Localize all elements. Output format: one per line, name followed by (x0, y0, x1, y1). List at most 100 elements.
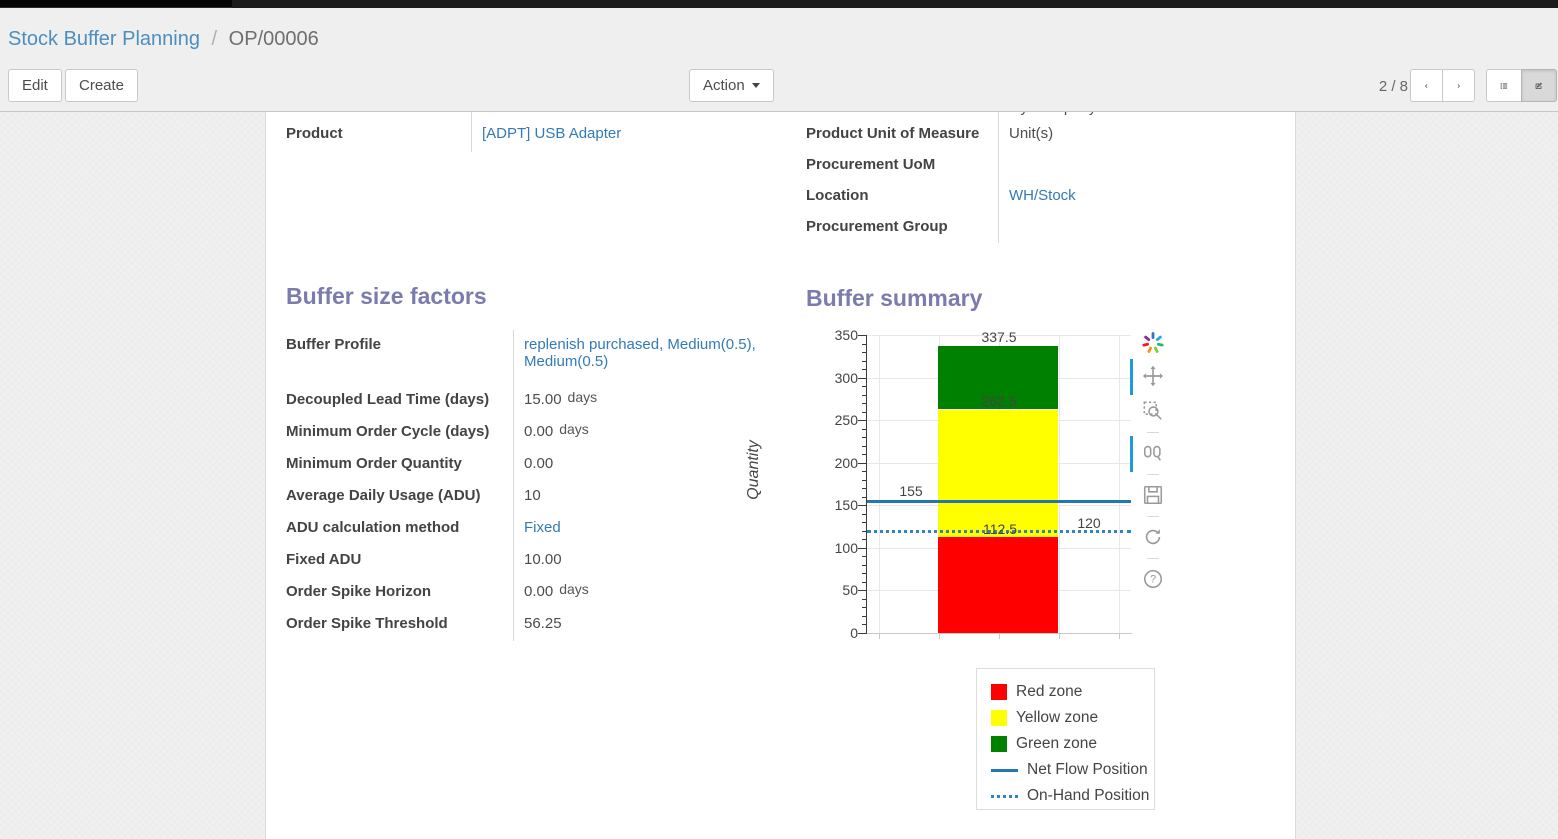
y-minor-tick (862, 556, 867, 558)
field-value-link[interactable]: WH/Stock (1009, 187, 1076, 204)
form-view-button[interactable] (1521, 69, 1557, 102)
field-value-text: 15.00 (524, 391, 562, 408)
y-tick-label: 200 (834, 454, 858, 471)
field-value (998, 150, 1286, 181)
toolbar-separator (1147, 432, 1159, 433)
x-tick (939, 634, 940, 639)
y-major-tick (858, 462, 867, 464)
field-value-link[interactable]: replenish purchased, Medium(0.5), Medium… (524, 336, 756, 370)
chart-value-label: 155 (899, 483, 923, 500)
pager-previous-button[interactable] (1410, 69, 1443, 102)
buffer-size-factors-title: Buffer size factors (286, 283, 487, 309)
field-label: Order Spike Threshold (286, 615, 448, 632)
y-tick-label: 350 (834, 327, 858, 343)
y-axis-title: Quantity (745, 440, 762, 500)
legend-item[interactable]: Red zone (991, 679, 1154, 705)
legend-item[interactable]: Yellow zone (991, 705, 1154, 731)
pan-icon[interactable] (1130, 359, 1164, 395)
create-button[interactable]: Create (65, 69, 139, 102)
action-button[interactable]: Action (689, 69, 774, 102)
chart-toolbar: ? (1130, 330, 1168, 603)
chevron-down-icon (751, 83, 760, 88)
chevron-right-icon (1457, 83, 1460, 88)
box-zoom-icon[interactable] (1142, 400, 1164, 424)
legend-swatch-icon (991, 736, 1007, 752)
y-major-tick (858, 335, 867, 336)
on-hand-position-line (867, 529, 1131, 533)
plotly-logo-icon[interactable] (1140, 330, 1166, 354)
toolbar-separator (1147, 558, 1159, 559)
legend-label: Yellow zone (1016, 709, 1099, 726)
net-flow-position-line (867, 500, 1131, 504)
field-value-text: 10 (524, 487, 541, 504)
top-nav-bar (0, 0, 1558, 8)
y-major-tick (858, 590, 867, 592)
y-minor-tick (862, 411, 867, 413)
field-value-text: Unit(s) (1009, 125, 1054, 142)
pager-next-button[interactable] (1442, 69, 1475, 102)
buffer-factors-field-group: Buffer Profile replenish purchased, Mediu… (286, 330, 786, 641)
y-minor-tick (862, 513, 867, 515)
zone-yellow-zone (938, 409, 1058, 538)
y-minor-tick (862, 479, 867, 481)
reset-icon[interactable] (1142, 526, 1164, 550)
y-minor-tick (862, 360, 867, 362)
chart-value-label: 262.5 (981, 392, 1017, 409)
breadcrumb-parent-link[interactable]: Stock Buffer Planning (8, 28, 200, 50)
legend-item[interactable]: Net Flow Position (991, 757, 1154, 783)
field-value: Unit(s) (998, 112, 1286, 150)
top-nav-app-segment (0, 0, 232, 8)
field-value: [ADPT] USB Adapter (471, 112, 761, 152)
edit-form-icon (1535, 82, 1542, 89)
field-value: 10 (513, 481, 786, 513)
svg-text:?: ? (1150, 574, 1156, 586)
y-minor-tick (862, 437, 867, 439)
dotted-line-icon (991, 794, 1018, 798)
x-tick (879, 634, 880, 639)
x-tick (1119, 634, 1120, 639)
view-switcher (1486, 69, 1557, 102)
x-tick (1059, 634, 1060, 639)
y-minor-tick (862, 573, 867, 575)
field-uom-suffix: days (559, 421, 589, 437)
field-label: Location (806, 187, 869, 204)
help-icon[interactable]: ? (1142, 568, 1164, 592)
field-value: 0.00 days (513, 417, 786, 449)
field-value-text: 10.00 (524, 551, 562, 568)
field-label: Buffer Profile (286, 336, 382, 353)
legend-item[interactable]: Green zone (991, 731, 1154, 757)
field-label: Procurement Group (806, 218, 948, 235)
solid-line-icon (991, 768, 1018, 772)
field-label: Order Spike Horizon (286, 583, 432, 600)
y-minor-tick (862, 488, 867, 490)
breadcrumb-row: Stock Buffer Planning / OP/00006 (0, 8, 1558, 60)
pager-value: 2 / 8 (1378, 78, 1408, 95)
field-label: Minimum Order Cycle (days) (286, 423, 490, 440)
chart-legend: Red zone Yellow zone Green zone Net Flow Po… (976, 668, 1155, 810)
y-major-tick (858, 377, 867, 379)
list-view-button[interactable] (1486, 69, 1522, 102)
field-label: Minimum Order Quantity (286, 455, 462, 472)
y-minor-tick (862, 369, 867, 371)
legend-swatch-icon (991, 684, 1007, 700)
y-tick-label: 250 (834, 412, 858, 429)
y-tick-label: 150 (834, 497, 858, 514)
save-icon[interactable] (1142, 484, 1164, 508)
field-uom-suffix: days (559, 581, 589, 597)
product-field-group: Product [ADPT] USB Adapter (286, 112, 761, 152)
y-minor-tick (862, 428, 867, 430)
field-label: Procurement UoM (806, 156, 936, 173)
y-tick-label: 50 (842, 582, 858, 599)
field-value: WH/Stock (998, 181, 1286, 212)
y-minor-tick (862, 352, 867, 354)
y-minor-tick (862, 343, 867, 345)
field-value-link[interactable]: [ADPT] USB Adapter (482, 125, 622, 142)
pager-buttons (1410, 69, 1475, 102)
field-value-link[interactable]: Fixed (524, 519, 561, 536)
buffer-summary-chart: Quantity 0 50 100 150 200 250 300 350 337.5 262.5… (745, 322, 1286, 832)
breadcrumb: Stock Buffer Planning / OP/00006 (8, 28, 319, 51)
edit-button[interactable]: Edit (8, 69, 62, 102)
compare-hover-icon[interactable] (1130, 436, 1164, 472)
legend-item[interactable]: On-Hand Position (991, 783, 1154, 809)
